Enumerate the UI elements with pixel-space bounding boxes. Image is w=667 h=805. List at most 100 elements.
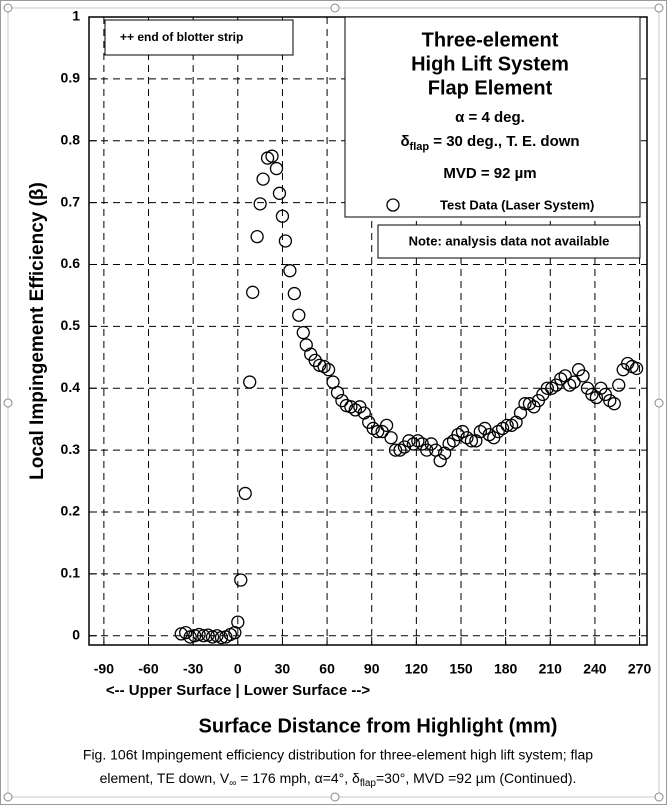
legend-label: Test Data (Laser System) bbox=[440, 197, 594, 212]
legend-title: High Lift System bbox=[411, 53, 569, 75]
x-tick-label: 120 bbox=[405, 661, 429, 677]
condition-part: = 30 deg., T. E. down bbox=[429, 133, 579, 150]
x-axis-label: Surface Distance from Highlight (mm) bbox=[199, 715, 558, 737]
data-point bbox=[482, 427, 496, 442]
data-point bbox=[308, 353, 322, 368]
data-point bbox=[335, 393, 349, 408]
y-tick-label: 0.1 bbox=[61, 565, 81, 581]
y-axis-label: Local Impingement Efficiency (β) bbox=[27, 182, 48, 480]
resize-handle[interactable] bbox=[330, 792, 340, 802]
data-point bbox=[243, 375, 257, 389]
data-point bbox=[442, 437, 456, 451]
data-point bbox=[464, 434, 479, 448]
data-point bbox=[562, 378, 577, 392]
x-tick-label: -90 bbox=[94, 661, 114, 677]
y-tick-label: 0.6 bbox=[61, 255, 81, 271]
data-point bbox=[491, 424, 505, 439]
data-point bbox=[269, 161, 284, 176]
data-point bbox=[473, 424, 487, 439]
data-point bbox=[296, 325, 310, 340]
data-point bbox=[433, 453, 447, 468]
data-point bbox=[500, 418, 514, 433]
resize-handle[interactable] bbox=[654, 3, 664, 13]
x-tick-label: 0 bbox=[234, 661, 242, 677]
data-point bbox=[196, 629, 211, 643]
data-point bbox=[607, 397, 621, 411]
data-point bbox=[460, 431, 474, 445]
data-point bbox=[629, 361, 644, 376]
y-tick-label: 0 bbox=[72, 626, 80, 642]
resize-handle[interactable] bbox=[3, 792, 13, 802]
resize-handle[interactable] bbox=[654, 792, 664, 802]
resize-handle[interactable] bbox=[654, 398, 664, 408]
resize-handle[interactable] bbox=[3, 398, 13, 408]
legend-title: Three-element bbox=[422, 29, 559, 51]
x-tick-label: 210 bbox=[539, 661, 563, 677]
y-tick-label: 0.5 bbox=[61, 317, 81, 333]
data-point bbox=[388, 443, 403, 457]
condition-part: δ bbox=[400, 133, 409, 150]
data-point bbox=[504, 418, 519, 433]
data-point bbox=[179, 625, 193, 640]
x-tick-label: 150 bbox=[449, 661, 473, 677]
data-point bbox=[545, 381, 559, 395]
note: Note: analysis data not available bbox=[409, 233, 610, 248]
x-tick-label: 90 bbox=[364, 661, 380, 677]
data-point bbox=[231, 615, 245, 629]
data-point bbox=[317, 359, 331, 374]
resize-handle[interactable] bbox=[3, 3, 13, 13]
caption-part: = 176 mph, α=4°, δ bbox=[236, 770, 360, 786]
data-point bbox=[393, 443, 407, 457]
data-point bbox=[612, 378, 626, 392]
data-point bbox=[576, 369, 590, 383]
caption-part: flap bbox=[360, 778, 377, 789]
data-point bbox=[283, 264, 297, 278]
data-point bbox=[379, 418, 394, 433]
annotation: ++ end of blotter strip bbox=[120, 30, 243, 44]
data-point bbox=[321, 363, 336, 377]
data-point bbox=[402, 434, 416, 448]
data-point bbox=[344, 400, 358, 414]
y-tick-label: 0.9 bbox=[61, 70, 81, 86]
caption-part: element, TE down, V bbox=[100, 770, 230, 786]
note-box bbox=[377, 224, 641, 259]
data-point bbox=[366, 421, 380, 436]
data-point bbox=[348, 403, 363, 417]
data-point bbox=[214, 630, 229, 645]
data-point bbox=[256, 172, 270, 186]
data-point bbox=[411, 434, 425, 448]
caption: Fig. 106t Impingement efficiency distrib… bbox=[83, 747, 593, 763]
data-points bbox=[174, 149, 644, 645]
x-tick-label: 270 bbox=[628, 661, 652, 677]
data-point bbox=[585, 387, 599, 402]
legend-title: Flap Element bbox=[428, 77, 553, 99]
x-sublabel: <-- Upper Surface | Lower Surface --> bbox=[106, 682, 371, 699]
annotation-box bbox=[104, 19, 294, 56]
data-point bbox=[234, 573, 248, 587]
x-tick-label: 60 bbox=[319, 661, 335, 677]
caption: element, TE down, V∞ = 176 mph, α=4°, δf… bbox=[100, 770, 577, 789]
data-point bbox=[265, 149, 279, 163]
x-tick-label: 240 bbox=[583, 661, 607, 677]
data-point bbox=[522, 397, 537, 411]
x-tick-label: -60 bbox=[138, 661, 158, 677]
data-point bbox=[496, 421, 510, 436]
data-point bbox=[287, 286, 301, 301]
caption-part: =30°, MVD =92 µm (Continued). bbox=[376, 770, 576, 786]
data-point bbox=[275, 209, 290, 223]
data-point bbox=[330, 385, 345, 400]
data-point bbox=[384, 431, 398, 445]
data-point bbox=[540, 381, 554, 395]
data-point bbox=[292, 308, 306, 322]
data-point bbox=[278, 234, 293, 248]
condition-part: flap bbox=[410, 141, 430, 153]
data-point bbox=[246, 285, 260, 299]
y-tick-label: 0.3 bbox=[61, 441, 81, 457]
data-point bbox=[253, 197, 267, 211]
resize-handle[interactable] bbox=[330, 3, 340, 13]
data-point bbox=[272, 186, 287, 200]
data-point bbox=[238, 486, 252, 501]
x-tick-label: 180 bbox=[494, 661, 518, 677]
